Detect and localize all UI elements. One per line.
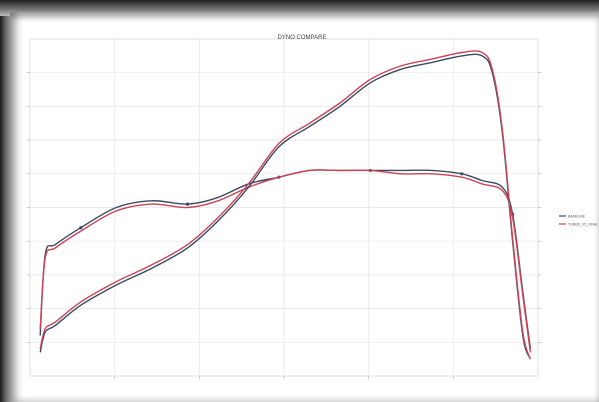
series-layer [39,50,532,360]
series-point [460,172,464,176]
series-point [79,226,83,230]
series-line-baseline-right [39,53,532,360]
series-line-tuned-v2-final-right [39,50,532,360]
legend: BASELINE TUNED_V2_FINAL [559,214,598,226]
chart-title: DYNO COMPARE [278,35,327,41]
series-point [185,202,190,206]
legend-label: BASELINE [568,214,586,218]
series-line-baseline-left [39,169,532,350]
grid-layer [27,38,541,379]
legend-label: TUNED_V2_FINAL [568,222,598,226]
series-line-tuned-v2-final-left [39,169,532,353]
line-chart: DYNO COMPARE BASELINE TUNED_V2_FINAL [27,35,598,379]
chart-panel: DYNO COMPARE BASELINE TUNED_V2_FINAL [10,12,599,402]
